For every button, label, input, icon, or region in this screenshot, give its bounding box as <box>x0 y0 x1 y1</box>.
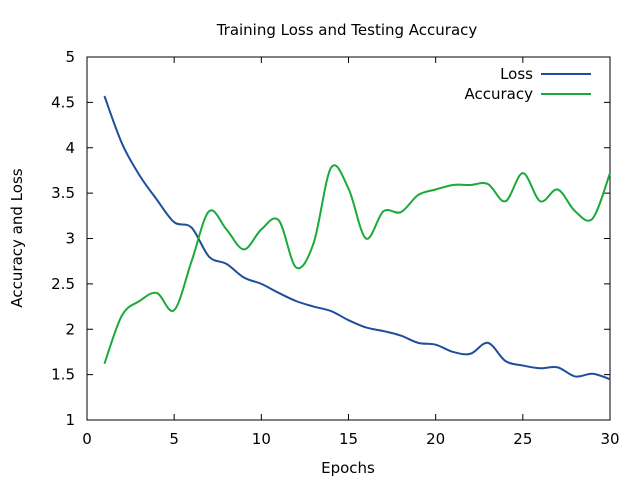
y-tick-label: 3 <box>65 230 75 248</box>
series-layer <box>103 95 611 381</box>
y-tick-label: 5 <box>65 48 75 66</box>
x-axis-label: Epochs <box>321 459 375 477</box>
y-axis-label: Accuracy and Loss <box>8 168 26 307</box>
plot-frame <box>86 56 611 421</box>
y-tick-label: 2 <box>65 320 75 338</box>
x-tick-label: 15 <box>339 430 358 448</box>
y-axis: 1 1.5 2 2.5 3 3.5 4 4.5 5 <box>51 48 610 429</box>
x-tick-label: 25 <box>513 430 532 448</box>
x-tick-label: 10 <box>252 430 271 448</box>
y-tick-label: 4 <box>65 139 75 157</box>
x-tick-label: 5 <box>169 430 179 448</box>
legend-label-loss: Loss <box>500 65 533 83</box>
y-tick-label: 1.5 <box>51 366 75 384</box>
x-tick-label: 0 <box>82 430 92 448</box>
y-tick-label: 1 <box>65 411 75 429</box>
x-axis: 0 5 10 15 20 25 30 <box>82 57 620 448</box>
y-tick-label: 2.5 <box>51 275 75 293</box>
x-tick-label: 20 <box>426 430 445 448</box>
chart-title: Training Loss and Testing Accuracy <box>216 21 478 39</box>
legend-label-accuracy: Accuracy <box>465 85 534 103</box>
series-line-loss <box>103 95 611 381</box>
legend: Loss Accuracy <box>465 65 591 103</box>
y-tick-label: 3.5 <box>51 184 75 202</box>
x-tick-label: 30 <box>600 430 619 448</box>
series-line-accuracy <box>103 164 611 365</box>
y-tick-label: 4.5 <box>51 93 75 111</box>
